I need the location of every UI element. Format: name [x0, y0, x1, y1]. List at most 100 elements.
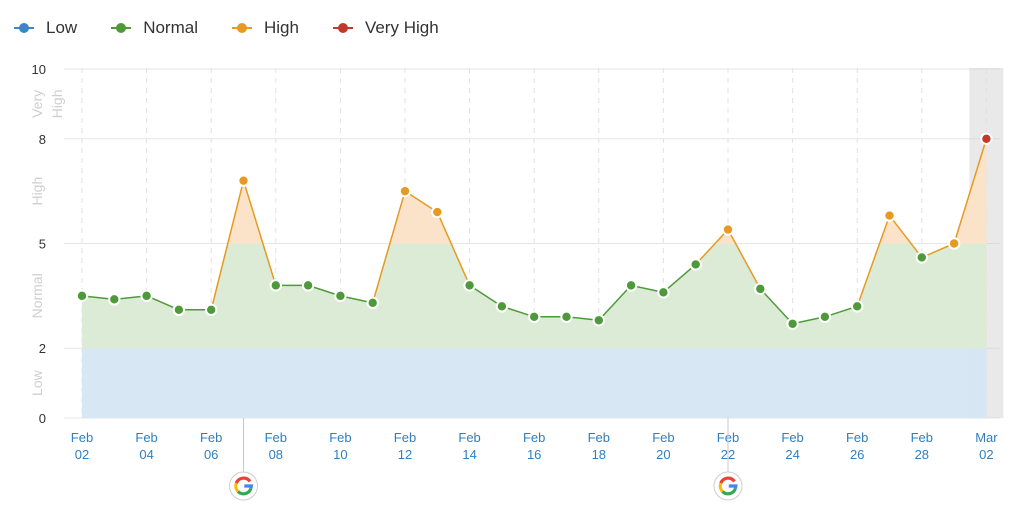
- series-line-segment: [727, 229, 761, 290]
- google-g-blue: [728, 484, 738, 489]
- google-g-logo-icon: [713, 471, 743, 501]
- band-label-very-high: High: [49, 90, 65, 119]
- series-line-segment: [888, 215, 923, 258]
- y-tick-label: 8: [39, 132, 46, 147]
- legend-marker-high-icon: [231, 22, 252, 34]
- legend-label: High: [263, 18, 299, 37]
- band-label-high: High: [29, 177, 45, 206]
- x-tick-label: 12: [398, 447, 412, 462]
- data-point: [851, 300, 864, 313]
- data-point: [915, 251, 928, 264]
- legend-label: Low: [46, 18, 78, 37]
- google-badge-circle: [713, 471, 743, 501]
- data-point: [754, 282, 767, 296]
- x-tick-label: Feb: [265, 430, 287, 445]
- data-point: [624, 279, 638, 292]
- y-tick-label: 5: [39, 237, 46, 252]
- series-line-segment: [695, 229, 729, 265]
- google-g-red: [234, 476, 252, 484]
- series-line-segment: [469, 284, 503, 307]
- data-point: [366, 296, 379, 310]
- x-tick-label: Feb: [458, 430, 480, 445]
- data-point: [205, 303, 218, 317]
- series-line-segment: [371, 190, 406, 304]
- band-label-low: Low: [29, 369, 45, 396]
- legend-item-very-high[interactable]: Very High: [332, 18, 439, 38]
- legend-item-low[interactable]: Low: [14, 18, 77, 38]
- x-tick-label: 02: [979, 447, 993, 462]
- data-point: [560, 310, 573, 323]
- data-point: [689, 258, 702, 271]
- x-tick-label: 28: [915, 447, 929, 462]
- x-tick-label: 26: [850, 447, 864, 462]
- data-point: [108, 293, 121, 306]
- x-tick-label: 08: [269, 447, 283, 462]
- google-g-green: [721, 487, 737, 496]
- data-point: [75, 289, 89, 303]
- x-tick-label: Feb: [135, 430, 157, 445]
- data-point: [657, 286, 670, 299]
- chart-legend: Low Normal High Very High: [14, 18, 473, 38]
- google-g-yellow: [234, 482, 240, 493]
- y-tick-label: 0: [39, 411, 46, 426]
- x-tick-label: 24: [785, 447, 799, 462]
- x-tick-label: Feb: [71, 430, 93, 445]
- series-line-segment: [210, 180, 245, 310]
- x-tick-label: Mar: [975, 430, 998, 445]
- series-line-segment: [242, 180, 277, 286]
- series-line-segment: [598, 284, 632, 321]
- y-tick-label: 10: [32, 62, 46, 77]
- x-tick-label: Feb: [911, 430, 933, 445]
- data-point: [301, 279, 315, 292]
- legend-item-high[interactable]: High: [231, 18, 299, 38]
- x-tick-label: 16: [527, 447, 541, 462]
- band-label-normal: Normal: [29, 273, 45, 318]
- data-point: [495, 300, 509, 313]
- x-tick-label: 18: [592, 447, 606, 462]
- data-point: [269, 279, 282, 292]
- x-tick-label: Feb: [588, 430, 610, 445]
- data-point: [528, 310, 541, 323]
- x-tick-label: Feb: [846, 430, 868, 445]
- x-tick-label: 02: [75, 447, 89, 462]
- data-point: [883, 209, 896, 222]
- data-point: [818, 310, 832, 323]
- legend-marker-normal-icon: [111, 22, 132, 34]
- data-point: [140, 289, 153, 303]
- band-label-very-high: Very: [29, 90, 45, 118]
- series-line-segment: [953, 138, 988, 244]
- legend-label: Normal: [143, 18, 198, 37]
- data-point: [980, 132, 993, 146]
- x-tick-label: Feb: [200, 430, 222, 445]
- data-point: [721, 223, 735, 236]
- data-point: [334, 289, 347, 303]
- data-point: [237, 174, 250, 187]
- data-point: [398, 184, 412, 198]
- series-line-segment: [759, 288, 794, 325]
- data-point: [463, 279, 476, 292]
- x-tick-label: Feb: [652, 430, 674, 445]
- data-point: [431, 205, 444, 219]
- data-point: [947, 237, 961, 250]
- x-tick-label: Feb: [329, 430, 351, 445]
- band-low: [82, 348, 987, 418]
- data-point: [592, 314, 605, 327]
- x-tick-label: 04: [139, 447, 153, 462]
- y-tick-label: 2: [39, 341, 46, 356]
- legend-label: Very High: [364, 18, 439, 37]
- google-badge-circle: [229, 471, 258, 501]
- google-g-green: [236, 487, 253, 496]
- x-tick-label: 14: [462, 447, 476, 462]
- legend-item-normal[interactable]: Normal: [111, 18, 198, 38]
- google-g-logo-icon: [229, 471, 258, 501]
- x-tick-label: 06: [204, 447, 218, 462]
- series-line-segment: [436, 211, 471, 286]
- series-line-segment: [662, 263, 697, 293]
- legend-marker-very-high-icon: [332, 22, 353, 34]
- data-point: [172, 303, 186, 317]
- data-point: [786, 317, 799, 330]
- google-g-red: [719, 476, 736, 484]
- series-line-segment: [404, 190, 438, 213]
- series-line-segment: [856, 215, 891, 307]
